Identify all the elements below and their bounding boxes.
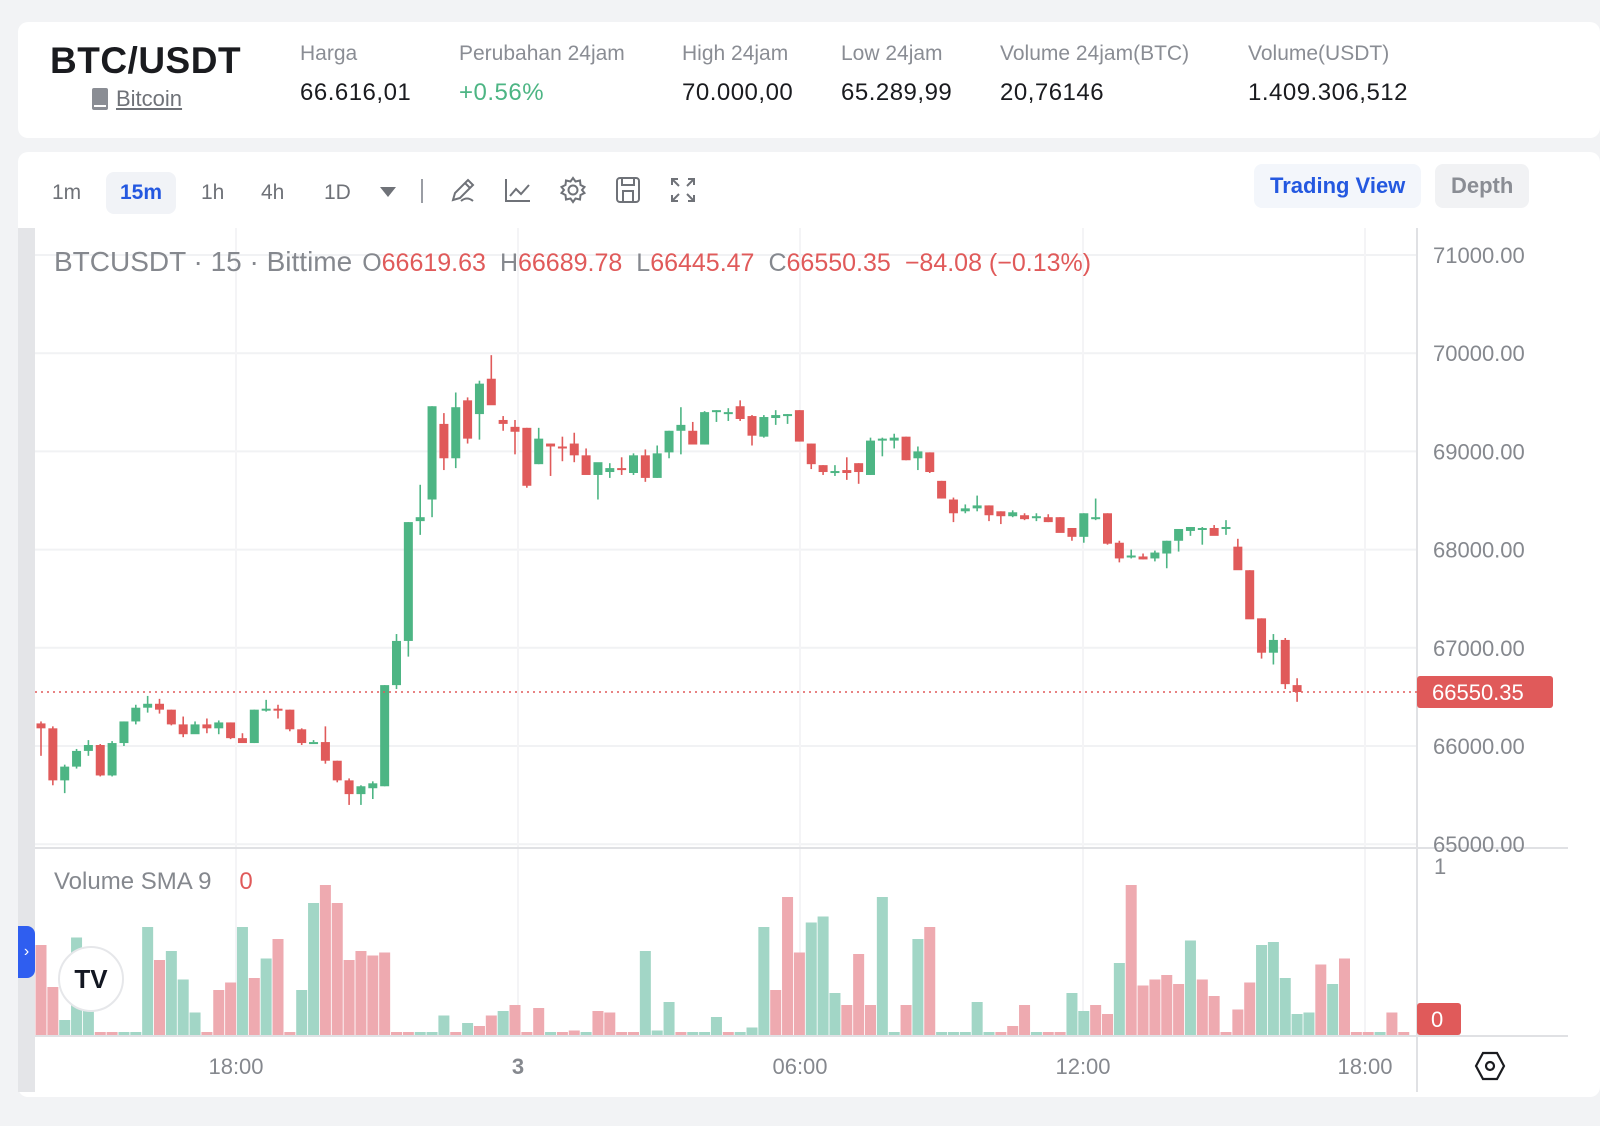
left-toolbar-strip: [18, 228, 35, 1092]
trading-view-tab[interactable]: Trading View: [1254, 164, 1422, 208]
save-icon[interactable]: [612, 174, 644, 206]
time-tick: 18:00: [1337, 1054, 1392, 1079]
candlestick-chart[interactable]: 71000.00 70000.00 69000.00 68000.00 67000.00…: [18, 228, 1600, 1094]
svg-text:66550.35: 66550.35: [1432, 680, 1524, 705]
stat-value: 70.000,00: [682, 79, 794, 106]
timeframe-4h[interactable]: 4h: [261, 181, 285, 204]
volume-legend-value: 0: [239, 868, 253, 895]
stat-label: Perubahan 24jam: [459, 42, 625, 65]
low-key: L: [636, 249, 651, 277]
stat-value: 66.616,01: [300, 79, 412, 106]
pair-title: BTC/USDT: [50, 40, 242, 81]
time-tick: 18:00: [208, 1054, 263, 1079]
price-tick: 66000.00: [1433, 734, 1525, 759]
stat-value: 65.289,99: [841, 79, 953, 106]
open-value: 66619.63: [381, 249, 486, 277]
stat-volume-btc: Volume 24jam(BTC) 20,76146: [1000, 42, 1189, 107]
chart-area[interactable]: 71000.00 70000.00 69000.00 68000.00 67000.00…: [18, 228, 1600, 1094]
close-key: C: [768, 249, 787, 277]
ohlc-values: O66619.63 H66689.78 L66445.47 C66550.35 …: [362, 249, 1091, 278]
svg-text:1: 1: [1434, 854, 1446, 879]
high-key: H: [499, 249, 518, 277]
stat-label: Volume 24jam(BTC): [1000, 42, 1190, 65]
stat-change-24h: Perubahan 24jam +0.56%: [459, 42, 625, 107]
high-value: 66689.78: [518, 249, 623, 277]
stat-label: Harga: [300, 42, 358, 65]
timeframe-1h[interactable]: 1h: [201, 181, 225, 204]
tradingview-logo[interactable]: TV: [58, 946, 124, 1012]
expand-sidebar-button[interactable]: ›: [18, 926, 35, 978]
timeframe-dropdown-icon[interactable]: [380, 187, 396, 197]
indicator-chart-icon[interactable]: [502, 174, 534, 206]
stat-price: Harga 66.616,01: [300, 42, 411, 107]
open-key: O: [362, 249, 382, 277]
toolbar-divider: [421, 179, 423, 203]
pair-info: Bitcoin: [92, 86, 182, 112]
price-tick: 71000.00: [1433, 243, 1525, 268]
close-value: 66550.35: [786, 249, 891, 277]
volume-legend: Volume SMA 9 0: [54, 868, 253, 896]
timeframe-1m[interactable]: 1m: [52, 181, 82, 204]
price-tick: 70000.00: [1433, 341, 1525, 366]
stat-volume-usdt: Volume(USDT) 1.409.306,512: [1248, 42, 1408, 107]
book-icon: [92, 88, 108, 110]
pencil-icon[interactable]: [447, 174, 479, 206]
low-value: 66445.47: [650, 249, 755, 277]
volume-legend-label: Volume SMA 9: [54, 868, 212, 895]
symbol-label: BTCUSDT · 15 · Bittime: [54, 246, 353, 277]
depth-tab[interactable]: Depth: [1435, 164, 1530, 208]
time-tick: 06:00: [772, 1054, 827, 1079]
stat-label: High 24jam: [682, 42, 789, 65]
ohlc-legend: BTCUSDT · 15 · Bittime O66619.63 H66689.…: [54, 246, 1091, 278]
market-header: BTC/USDT Bitcoin Harga 66.616,01 Perubah…: [18, 22, 1600, 138]
timeframe-1d[interactable]: 1D: [324, 181, 351, 204]
stat-label: Low 24jam: [841, 42, 943, 65]
price-tick: 69000.00: [1433, 439, 1525, 464]
change-value: −84.08 (−0.13%): [904, 249, 1092, 277]
stat-value: 1.409.306,512: [1248, 79, 1408, 106]
stat-value: +0.56%: [459, 79, 545, 106]
chart-settings-icon[interactable]: [1472, 1048, 1508, 1084]
price-tick: 67000.00: [1433, 636, 1525, 661]
time-tick: 3: [512, 1054, 524, 1079]
stat-low-24h: Low 24jam 65.289,99: [841, 42, 952, 107]
timeframe-15m[interactable]: 15m: [106, 172, 177, 214]
gear-icon[interactable]: [557, 174, 589, 206]
price-tick: 65000.00: [1433, 832, 1525, 857]
svg-text:0: 0: [1431, 1007, 1443, 1032]
price-tick: 68000.00: [1433, 538, 1525, 563]
stat-high-24h: High 24jam 70.000,00: [682, 42, 793, 107]
stat-label: Volume(USDT): [1248, 42, 1390, 65]
coin-info-link[interactable]: Bitcoin: [116, 86, 183, 111]
stat-value: 20,76146: [1000, 79, 1105, 106]
fullscreen-icon[interactable]: [667, 174, 699, 206]
chart-panel: 1m 15m 1h 4h 1D Trading View Depth 71000…: [18, 152, 1600, 1097]
time-tick: 12:00: [1055, 1054, 1110, 1079]
